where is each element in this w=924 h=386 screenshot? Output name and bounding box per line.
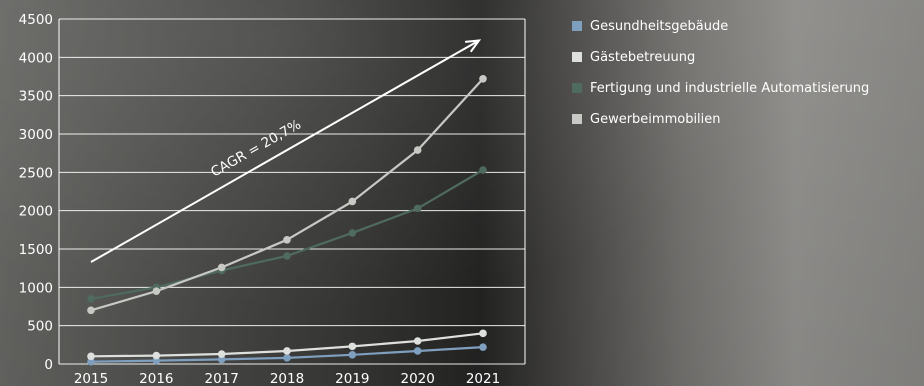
y-tick-label: 3500 [19,89,53,105]
x-tick-label: 2015 [74,371,108,386]
legend-label: Gewerbeimmobilien [590,111,721,127]
y-tick-label: 1000 [19,280,53,296]
data-point [152,287,161,295]
data-point [87,306,95,315]
y-tick-label: 0 [44,357,53,373]
data-point [479,75,487,83]
series-line [90,78,484,312]
legend-label: Gesundheitsgebäude [590,18,729,34]
data-point [283,354,291,362]
x-tick-label: 2017 [204,371,238,386]
data-point [152,351,161,360]
data-point [217,355,226,364]
y-tick-label: 4500 [19,12,53,28]
legend-item: Fertigung und industrielle Automatisieru… [572,78,869,98]
data-point [348,342,357,351]
series-line [90,169,484,300]
x-tick-label: 2021 [466,371,500,386]
legend-label: Fertigung und industrielle Automatisieru… [590,80,870,96]
legend-item: Gesundheitsgebäude [572,16,869,36]
y-tick-label: 2500 [19,165,53,181]
y-tick-label: 2000 [19,204,53,220]
legend-item: Gästebetreuung [572,47,869,67]
data-point [217,350,226,358]
y-tick-label: 500 [27,319,53,335]
data-point [348,197,357,206]
x-axis-ticks: 2015 2016 2017 2018 2019 2020 2021 [74,371,500,386]
series-points [87,75,487,366]
y-tick-label: 1500 [19,242,53,258]
grid-lines [58,18,526,365]
data-point [413,347,422,355]
legend-item: Gewerbeimmobilien [572,109,869,129]
data-point [479,329,487,338]
legend-swatch [572,21,582,31]
data-point [479,343,487,351]
y-tick-label: 4000 [19,50,53,66]
x-tick-label: 2020 [400,371,434,386]
data-point [413,204,422,213]
x-tick-label: 2019 [335,371,369,386]
x-tick-label: 2018 [270,371,304,386]
x-tick-label: 2016 [139,371,173,386]
data-point [413,146,422,154]
legend-swatch [572,114,582,124]
data-point [283,347,291,355]
data-point [87,357,95,366]
legend-label: Gästebetreuung [590,49,696,65]
data-point [413,337,422,345]
annotation-arrow-shaft [90,39,480,263]
legend-swatch [572,83,582,93]
y-axis-ticks: 0 500 1000 1500 2000 2500 3000 3500 4000 4500 [19,12,53,373]
data-point [348,351,357,359]
data-point [348,229,357,237]
data-point [87,352,95,361]
y-tick-label: 3000 [19,127,53,143]
data-point [87,295,95,303]
data-point [217,263,226,272]
data-point [479,166,487,174]
data-point [283,252,291,260]
annotation-arrow-head [464,39,482,53]
legend-swatch [572,52,582,62]
data-point [283,236,291,244]
legend: Gesundheitsgebäude Gästebetreuung Fertigun… [572,16,869,140]
